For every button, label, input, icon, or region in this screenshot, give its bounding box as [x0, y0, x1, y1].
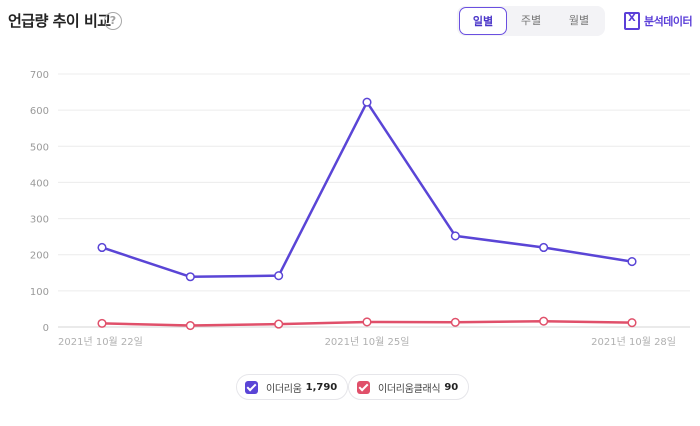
x-tick-label: 2021년 10월 22일: [58, 336, 143, 348]
checkbox-icon: [245, 380, 258, 394]
data-point: [450, 231, 460, 241]
page-title: 언급량 추이 비교: [8, 12, 111, 30]
help-icon[interactable]: ?: [104, 12, 122, 30]
export-data-label: 분석데이터: [644, 15, 693, 28]
tab-monthly[interactable]: 월별: [568, 14, 590, 27]
x-tick-label: 2021년 10월 28일: [591, 336, 676, 348]
data-point: [362, 317, 372, 327]
line-chart: 0 100 200 300 400 500 600 700 2021년 10월 22일 2021년…: [30, 70, 690, 348]
legend-item-ethereum[interactable]: 이더리움 1,790: [236, 374, 349, 400]
data-point: [185, 272, 195, 282]
tab-weekly[interactable]: 주별: [520, 14, 542, 27]
series-line: [100, 100, 634, 279]
y-tick-label: 500: [30, 142, 49, 153]
data-point: [539, 242, 549, 253]
legend-item-ethereum-classic[interactable]: 이더리움클래식 90: [348, 374, 470, 400]
y-tick-label: 600: [30, 106, 49, 117]
data-point: [185, 321, 195, 331]
data-point: [97, 318, 107, 328]
y-tick-label: 700: [30, 70, 49, 81]
data-point: [274, 319, 284, 329]
data-point: [539, 316, 549, 326]
legend-series-total: 90: [444, 381, 459, 393]
chart-header: 언급량 추이 비교 ? 일별 주별 월별 분석데이터: [0, 0, 700, 44]
legend-series-name: 이더리움클래식: [378, 383, 441, 395]
legend-series-total: 1,790: [305, 381, 338, 393]
legend-series-name: 이더리움: [266, 383, 302, 395]
checkbox-icon: [357, 380, 370, 394]
data-point: [627, 257, 637, 267]
data-point: [97, 242, 107, 253]
data-point: [450, 317, 460, 327]
y-tick-label: 300: [30, 215, 49, 226]
export-data-button[interactable]: 분석데이터: [624, 10, 693, 32]
y-tick-label: 200: [30, 251, 49, 262]
y-tick-label: 400: [30, 178, 49, 189]
tab-daily[interactable]: 일별: [459, 7, 507, 35]
excel-icon: [624, 12, 640, 30]
data-point: [274, 271, 284, 281]
x-tick-label: 2021년 10월 25일: [325, 336, 410, 348]
y-tick-label: 100: [30, 287, 49, 298]
data-point: [627, 318, 637, 328]
period-tabs: 일별 주별 월별: [457, 6, 605, 36]
data-point: [362, 97, 372, 107]
y-tick-label: 0: [43, 323, 49, 334]
